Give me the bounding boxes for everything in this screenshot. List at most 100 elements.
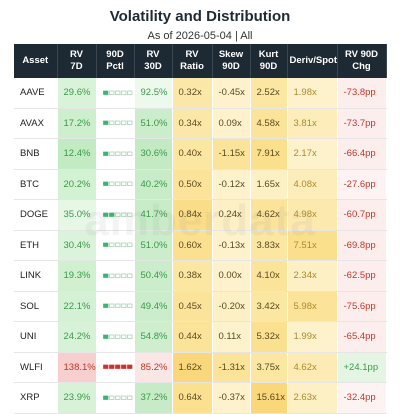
value-cell: 4.98x — [287, 199, 338, 231]
value-cell: 29.6% — [57, 78, 97, 109]
percentile-segment — [108, 303, 114, 309]
value-cell: 0.60x — [172, 230, 213, 261]
value-cell: 2.34x — [287, 260, 338, 292]
table-row: ETH 30.4% 51.0% 0.60x -0.13x 3.83x 7.51x -69.8p… — [14, 230, 387, 261]
table-row: BTC 20.2% 40.2% 0.50x -0.12x 1.65x 4.08x -27.6p… — [14, 169, 387, 200]
value-cell: -1.15x — [212, 138, 251, 170]
value-cell: 12.4% — [57, 138, 97, 170]
percentile-segment — [126, 151, 132, 156]
value-cell: 30.4% — [57, 230, 97, 261]
percentile-segment — [126, 395, 132, 400]
percentile-cell — [96, 382, 135, 414]
percentile-segment — [108, 395, 114, 400]
column-header: Skew 90D — [212, 44, 251, 78]
percentile-segment — [120, 151, 126, 156]
percentile-segment — [114, 395, 120, 400]
percentile-segment — [102, 212, 108, 217]
value-cell: 54.8% — [134, 321, 173, 353]
value-cell: 19.3% — [57, 260, 97, 292]
table-row: AAVE 29.6% 92.5% 0.32x -0.45x 2.52x 1.98x -73.8… — [14, 78, 387, 109]
value-cell: 0.64x — [172, 382, 213, 414]
percentile-segment — [126, 334, 132, 339]
percentile-segment — [102, 273, 108, 278]
value-cell: 85.2% — [134, 352, 173, 383]
value-cell: 41.7% — [134, 199, 173, 231]
value-cell: -1.31x — [212, 352, 251, 383]
percentile-gauge — [102, 364, 132, 370]
percentile-segment — [102, 181, 108, 187]
table-row: XRP 23.9% 37.2% 0.64x -0.37x 15.61x 2.63x -32.4… — [14, 382, 387, 414]
percentile-segment — [120, 334, 126, 339]
table-row: AVAX 17.2% 51.0% 0.34x 0.09x 4.58x 3.81x -73.7p… — [14, 108, 387, 139]
value-cell: -62.5pp — [337, 260, 387, 292]
value-cell: 2.17x — [287, 138, 338, 170]
asset-cell: AAVE — [14, 78, 58, 109]
percentile-gauge — [102, 212, 132, 217]
percentile-segment — [114, 151, 120, 156]
percentile-gauge — [102, 151, 132, 156]
value-cell: 0.00x — [212, 260, 251, 292]
percentile-gauge — [102, 273, 132, 278]
value-cell: 5.98x — [287, 291, 338, 322]
percentile-cell — [96, 352, 135, 383]
percentile-segment — [114, 364, 120, 370]
percentile-cell — [96, 260, 135, 292]
percentile-segment — [108, 364, 114, 370]
value-cell: 3.42x — [250, 291, 288, 322]
value-cell: 15.61x — [250, 382, 288, 414]
value-cell: 0.34x — [172, 108, 213, 139]
percentile-cell — [96, 169, 135, 200]
asset-cell: AVAX — [14, 108, 58, 139]
value-cell: 30.6% — [134, 138, 173, 170]
percentile-cell — [96, 321, 135, 353]
table-row: LINK 19.3% 50.4% 0.38x 0.00x 4.10x 2.34x -62.5p… — [14, 260, 387, 292]
percentile-segment — [120, 242, 126, 248]
value-cell: 0.40x — [172, 138, 213, 170]
value-cell: 17.2% — [57, 108, 97, 139]
column-header: Deriv/Spot — [287, 44, 338, 78]
percentile-segment — [108, 212, 114, 217]
percentile-segment — [114, 242, 120, 248]
asset-cell: XRP — [14, 382, 58, 414]
value-cell: 1.65x — [250, 169, 288, 200]
value-cell: 4.62x — [250, 199, 288, 231]
value-cell: 3.81x — [287, 108, 338, 139]
value-cell: -60.7pp — [337, 199, 387, 231]
percentile-gauge — [102, 120, 132, 126]
percentile-gauge — [102, 90, 132, 95]
percentile-segment — [126, 90, 132, 95]
table-row: WLFI 138.1% 85.2% 1.62x -1.31x 3.75x 4.62x +24.… — [14, 352, 387, 383]
table: Asset RV 7D 90D Pctl RV 30D RV Ratio Skew 90D… — [14, 44, 387, 414]
percentile-segment — [120, 273, 126, 278]
value-cell: 2.63x — [287, 382, 338, 414]
percentile-segment — [102, 395, 108, 400]
percentile-segment — [120, 364, 126, 370]
percentile-segment — [126, 212, 132, 217]
percentile-segment — [114, 90, 120, 95]
asset-cell: WLFI — [14, 352, 58, 383]
table-row: BNB 12.4% 30.6% 0.40x -1.15x 7.91x 2.17x -66.4p… — [14, 138, 387, 170]
percentile-segment — [120, 212, 126, 217]
column-header: Asset — [14, 44, 58, 78]
value-cell: 1.98x — [287, 78, 338, 109]
value-cell: 20.2% — [57, 169, 97, 200]
asset-cell: ETH — [14, 230, 58, 261]
table-row: DOGE 35.0% 41.7% 0.84x 0.24x 4.62x 4.98x -60.7p… — [14, 199, 387, 231]
percentile-segment — [102, 334, 108, 339]
value-cell: 40.2% — [134, 169, 173, 200]
value-cell: -0.12x — [212, 169, 251, 200]
percentile-segment — [126, 181, 132, 187]
percentile-segment — [114, 334, 120, 339]
value-cell: 2.52x — [250, 78, 288, 109]
value-cell: 51.0% — [134, 230, 173, 261]
percentile-segment — [120, 395, 126, 400]
percentile-cell — [96, 108, 135, 139]
percentile-segment — [108, 242, 114, 248]
value-cell: 0.11x — [212, 321, 251, 353]
percentile-segment — [114, 120, 120, 126]
column-header: 90D Pctl — [96, 44, 135, 78]
value-cell: -27.6pp — [337, 169, 387, 200]
value-cell: -75.6pp — [337, 291, 387, 322]
percentile-segment — [108, 273, 114, 278]
